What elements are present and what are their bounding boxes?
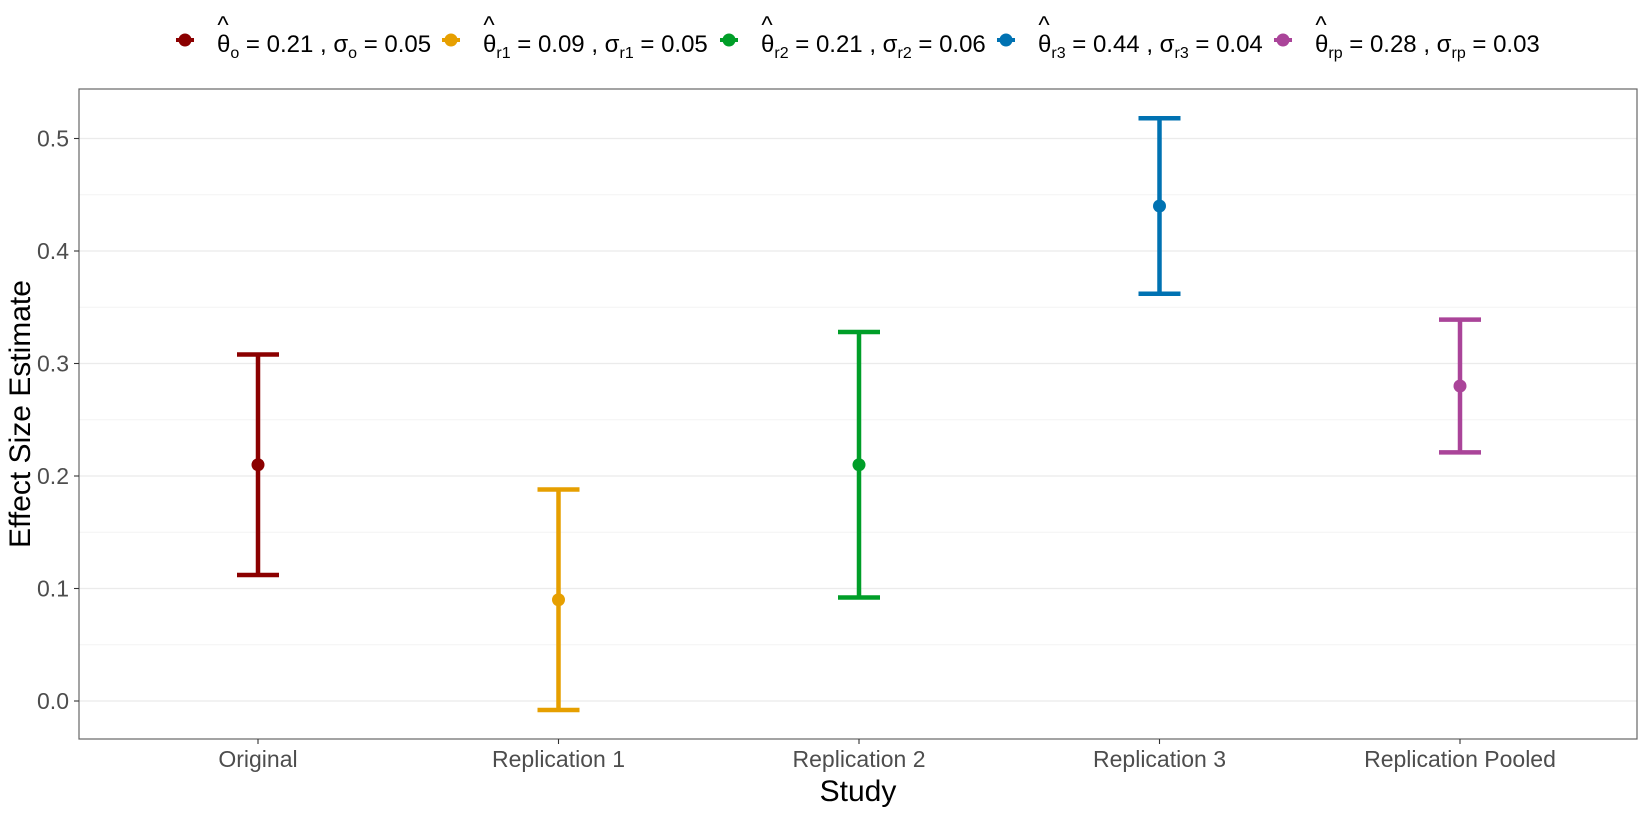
- error-bar-group: [838, 329, 880, 600]
- point-estimate: [852, 458, 866, 472]
- legend-hat: ^: [1038, 12, 1050, 39]
- y-axis-ticks: 0.0 0.1 0.2 0.3 0.4 0.5: [37, 126, 79, 714]
- legend-subscript: r2: [774, 45, 788, 62]
- legend-text-part: = 0.44 ,: [1066, 31, 1160, 58]
- x-tick-label: Replication 3: [1093, 746, 1226, 772]
- point-estimate: [1153, 199, 1166, 213]
- legend-hat: ^: [761, 12, 773, 39]
- x-axis-title: Study: [820, 775, 897, 808]
- legend-key-point: [722, 33, 736, 47]
- legend-text-part: σ: [333, 31, 348, 58]
- legend-subscript: o: [230, 45, 239, 62]
- x-tick-label: Replication 1: [492, 746, 625, 772]
- legend-key-point: [1276, 33, 1290, 47]
- x-axis-ticks: Original Replication 1 Replication 2 Replic…: [218, 739, 1556, 772]
- error-bar-group: [537, 487, 580, 713]
- y-tick-label: 0.1: [37, 576, 69, 602]
- y-tick-label: 0.2: [37, 463, 69, 489]
- legend-hat: ^: [217, 12, 229, 39]
- y-tick-label: 0.4: [37, 238, 69, 264]
- y-tick-label: 0.5: [37, 126, 69, 152]
- legend-subscript: o: [348, 45, 357, 62]
- legend-text-part: = 0.05: [634, 31, 708, 58]
- legend-item: ^θr2 = 0.21 , σr2 = 0.06: [720, 12, 986, 62]
- legend-item: ^θr1 = 0.09 , σr1 = 0.05: [442, 12, 708, 62]
- y-tick-label: 0.0: [37, 688, 69, 714]
- legend-item: ^θr3 = 0.44 , σr3 = 0.04: [997, 12, 1263, 62]
- legend-text-part: σ: [1160, 31, 1175, 58]
- error-bar-group: [1138, 116, 1181, 296]
- legend-subscript: rp: [1328, 45, 1342, 62]
- x-tick-label: Replication Pooled: [1364, 746, 1556, 772]
- legend-text-part: θ: [1315, 31, 1328, 58]
- legend-hat: ^: [1315, 12, 1327, 39]
- legend-text-part: = 0.03: [1466, 31, 1540, 58]
- y-tick-label: 0.3: [37, 351, 69, 377]
- legend-subscript: r1: [496, 45, 510, 62]
- legend-hat: ^: [483, 12, 495, 39]
- legend-item: ^θrp = 0.28 , σrp = 0.03: [1274, 12, 1540, 62]
- legend-label: θrp = 0.28 , σrp = 0.03: [1315, 31, 1540, 62]
- point-estimate: [552, 593, 565, 607]
- y-axis-title: Effect Size Estimate: [4, 280, 37, 548]
- point-estimate: [1453, 379, 1467, 393]
- error-bar-group: [237, 352, 279, 578]
- error-bars: [237, 116, 1481, 713]
- legend-text-part: = 0.28 ,: [1343, 31, 1437, 58]
- legend-key-point: [444, 33, 458, 47]
- legend-text-part: σ: [1437, 31, 1452, 58]
- grid-lines: [79, 137, 1637, 702]
- legend-subscript: r2: [897, 45, 911, 62]
- legend-subscript: r1: [619, 45, 633, 62]
- legend-text-part: θ: [1038, 31, 1051, 58]
- error-bar-group: [1439, 317, 1481, 455]
- legend-text-part: θ: [483, 31, 496, 58]
- legend-label: θr1 = 0.09 , σr1 = 0.05: [483, 31, 708, 62]
- legend-label: θo = 0.21 , σo = 0.05: [217, 31, 431, 62]
- legend-text-part: θ: [761, 31, 774, 58]
- legend-label: θr3 = 0.44 , σr3 = 0.04: [1038, 31, 1263, 62]
- legend-text-part: σ: [605, 31, 620, 58]
- legend-text-part: = 0.21 ,: [239, 31, 333, 58]
- legend-text-part: = 0.09 ,: [511, 31, 605, 58]
- legend-text-part: σ: [883, 31, 898, 58]
- legend-text-part: = 0.05: [357, 31, 431, 58]
- point-estimate: [251, 458, 265, 472]
- x-tick-label: Replication 2: [793, 746, 926, 772]
- legend-text-part: = 0.21 ,: [789, 31, 883, 58]
- x-tick-label: Original: [218, 746, 297, 772]
- legend-key-point: [178, 33, 192, 47]
- plot-panel-border: [78, 88, 1638, 740]
- legend-key-point: [999, 33, 1013, 47]
- legend-item: ^θo = 0.21 , σo = 0.05: [176, 12, 431, 62]
- legend-subscript: rp: [1451, 45, 1465, 62]
- legend-subscript: r3: [1174, 45, 1188, 62]
- legend-text-part: θ: [217, 31, 230, 58]
- legend: ^θo = 0.21 , σo = 0.05^θr1 = 0.09 , σr1 …: [176, 12, 1540, 62]
- legend-subscript: r3: [1051, 45, 1065, 62]
- legend-label: θr2 = 0.21 , σr2 = 0.06: [761, 31, 986, 62]
- legend-text-part: = 0.06: [912, 31, 986, 58]
- legend-text-part: = 0.04: [1189, 31, 1263, 58]
